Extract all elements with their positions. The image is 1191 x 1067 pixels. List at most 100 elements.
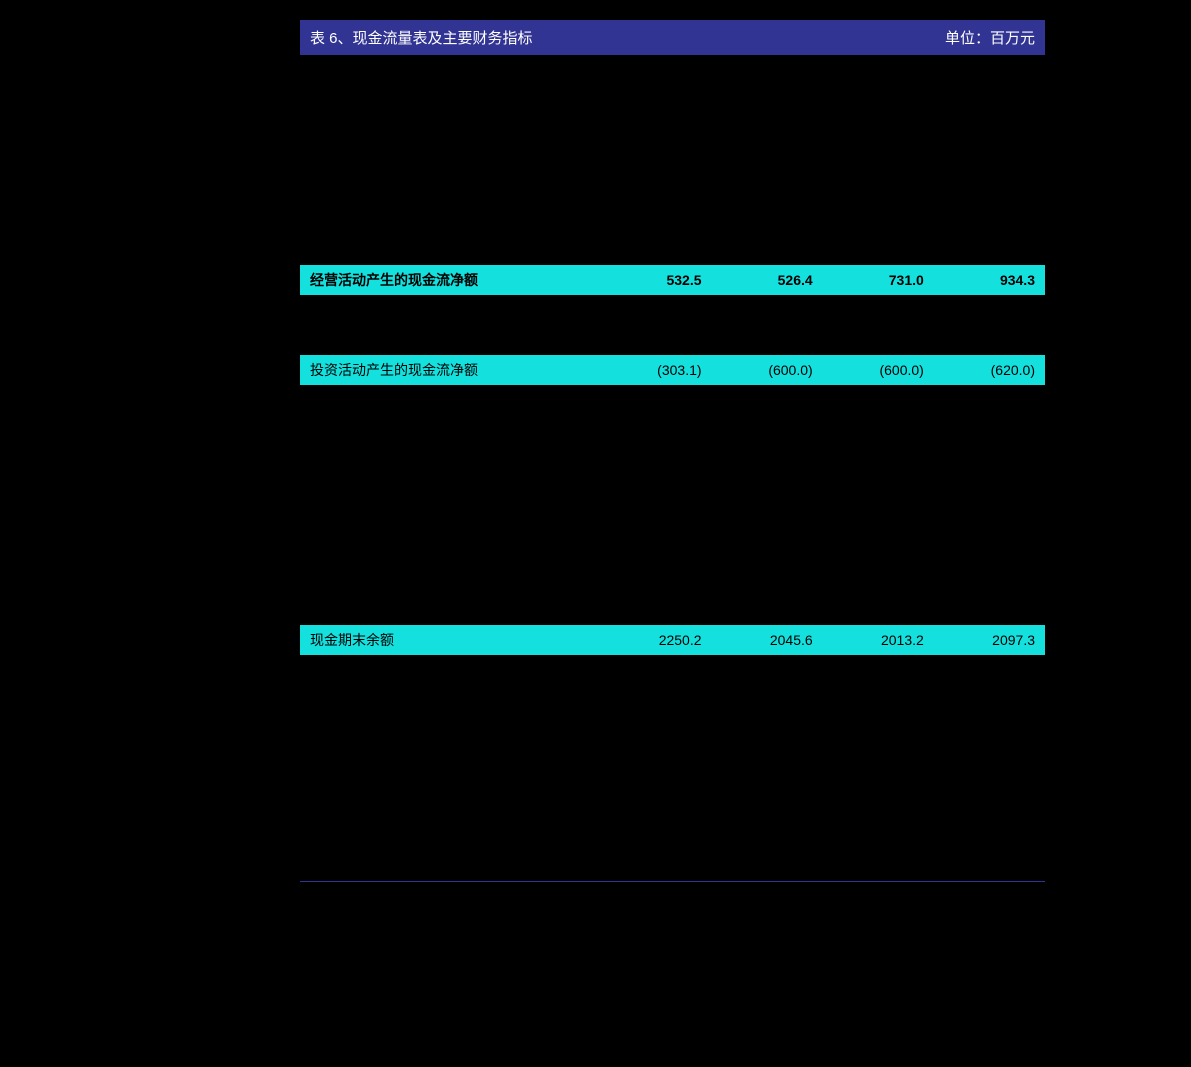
cashflow-table: 表 6、现金流量表及主要财务指标 单位：百万元 会计年度 2016 2017E … — [300, 20, 1045, 861]
metrics-row: 经营活动产生的现金流量净额/收入16.714.416.818.1 — [300, 713, 1045, 743]
row-value: 526.4 — [712, 265, 823, 295]
metrics-label: EBITDA/营业收入 — [300, 743, 600, 773]
row-value: 0.0 — [712, 445, 823, 475]
table-row: 资本支出(638.0)(600.0)(600.0)(620.0) — [300, 295, 1045, 325]
row-value: 2250.6 — [712, 595, 823, 625]
row-value: 55.9 — [600, 475, 711, 505]
metrics-header-y3: 2018E — [823, 683, 934, 713]
row-value: (5.0) — [712, 175, 823, 205]
row-label: 长期借款 — [300, 415, 600, 445]
row-label: 长期投资 — [300, 325, 600, 355]
row-value: 0.0 — [823, 325, 934, 355]
metrics-value: 13.8 — [823, 773, 934, 803]
metrics-value: 16.7 — [600, 713, 711, 743]
row-value: 2250.2 — [600, 625, 711, 655]
row-value: 257.0 — [600, 85, 711, 115]
row-value: (600.0) — [823, 355, 934, 385]
row-value: 10.2 — [934, 145, 1045, 175]
row-value: (153.6) — [823, 505, 934, 535]
row-value: 0.0 — [823, 445, 934, 475]
row-value: 252.8 — [934, 115, 1045, 145]
table-row: 现金股利(98.8)(121.2)(153.6)(219.9) — [300, 505, 1045, 535]
row-value: 532.5 — [600, 265, 711, 295]
metrics-value: 22.9 — [712, 743, 823, 773]
row-value: 2013.2 — [823, 625, 934, 655]
col-header-label: 会计年度 — [300, 55, 600, 85]
table-title-right: 单位：百万元 — [712, 20, 1045, 55]
row-value: 7.3 — [600, 145, 711, 175]
row-label: 营运资金变动 — [300, 205, 600, 235]
metrics-row: EBITDA/营业收入20.522.923.824.0 — [300, 743, 1045, 773]
table-row: 现金期末余额2250.22045.62013.22097.3 — [300, 625, 1045, 655]
row-label: 筹资活动产生的现金流净额 — [300, 535, 600, 565]
table-row: 折旧摊销98.6134.9191.0252.8 — [300, 115, 1045, 145]
row-value: 731.0 — [823, 265, 934, 295]
row-value: 0.0 — [712, 475, 823, 505]
row-value: (219.9) — [934, 505, 1045, 535]
row-value: (13.6) — [600, 175, 711, 205]
row-value: 478.5 — [823, 85, 934, 115]
row-value: (32.8) — [823, 565, 934, 595]
table-row: 资本公积增加55.90.00.00.0 — [300, 475, 1045, 505]
row-value: 497.7 — [934, 235, 1045, 265]
row-value: 0.0 — [934, 325, 1045, 355]
row-value: 2013.2 — [934, 595, 1045, 625]
row-value: 2.5 — [600, 445, 711, 475]
row-value: 0.0 — [600, 415, 711, 445]
metrics-header-y1: 2016 — [600, 683, 711, 713]
col-header-y4: 2019E — [934, 55, 1045, 85]
row-label: 净利润 — [300, 85, 600, 115]
row-value: 98.6 — [600, 115, 711, 145]
row-value: 57.7 — [600, 535, 711, 565]
metrics-value: 18.1 — [934, 713, 1045, 743]
footer-row: 资料来源：WIND、华西证券 — [300, 831, 1045, 861]
row-value: 422.2 — [823, 235, 934, 265]
metrics-header-y2: 2017E — [712, 683, 823, 713]
row-value: (638.0) — [600, 295, 711, 325]
row-value: 89.3 — [934, 205, 1045, 235]
row-value: 0.0 — [712, 415, 823, 445]
row-value: 71.8 — [600, 235, 711, 265]
metrics-header-label: 主要财务指标 — [300, 683, 600, 713]
row-value: (303.1) — [600, 355, 711, 385]
table-row: 短期借款118.00.00.00.0 — [300, 385, 1045, 415]
row-label: 资本支出 — [300, 295, 600, 325]
table-row: 现金期初余额1960.02250.62045.62013.2 — [300, 595, 1045, 625]
table-row: 现金净变动290.3(205.0)(32.8)84.2 — [300, 565, 1045, 595]
row-label: 资本公积增加 — [300, 475, 600, 505]
cashflow-table-container: 表 6、现金流量表及主要财务指标 单位：百万元 会计年度 2016 2017E … — [300, 20, 1045, 882]
table-title-row: 表 6、现金流量表及主要财务指标 单位：百万元 — [300, 20, 1045, 55]
row-value: 134.9 — [712, 115, 823, 145]
row-value: 334.9 — [600, 325, 711, 355]
row-value: (620.0) — [934, 355, 1045, 385]
table-row: 经营活动产生的现金流净额532.5526.4731.0934.3 — [300, 265, 1045, 295]
table-row: 长期借款0.00.00.00.0 — [300, 415, 1045, 445]
metrics-header-row: 主要财务指标 2016 2017E 2018E 2019E — [300, 683, 1045, 713]
row-value: 358.5 — [712, 85, 823, 115]
row-value: 56.3 — [823, 205, 934, 235]
row-label: 其他经营现金流 — [300, 235, 600, 265]
metrics-value: 12.0 — [934, 773, 1045, 803]
row-label: 财务费用 — [300, 145, 600, 175]
row-value: 934.3 — [934, 265, 1045, 295]
column-header-row: 会计年度 2016 2017E 2018E 2019E — [300, 55, 1045, 85]
row-value: 0.0 — [823, 385, 934, 415]
row-value: 0.0 — [712, 325, 823, 355]
row-value: 1960.0 — [600, 595, 711, 625]
row-value: 330.7 — [712, 235, 823, 265]
table-row: 其他经营现金流71.8330.7422.2497.7 — [300, 235, 1045, 265]
table-row: 普通股增加2.50.00.00.0 — [300, 445, 1045, 475]
table-row: 净利润257.0358.5478.5587.0 — [300, 85, 1045, 115]
table-row: 营运资金变动184.227.856.389.3 — [300, 205, 1045, 235]
footer-divider — [300, 881, 1045, 882]
row-value: 0.0 — [934, 475, 1045, 505]
row-value: 587.0 — [934, 85, 1045, 115]
row-label: 现金期初余额 — [300, 595, 600, 625]
row-value: (620.0) — [934, 295, 1045, 325]
row-label: 投资活动产生的现金流净额 — [300, 355, 600, 385]
row-value: 2045.6 — [712, 625, 823, 655]
col-header-y3: 2018E — [823, 55, 934, 85]
col-header-y1: 2016 — [600, 55, 711, 85]
col-header-y2: 2017E — [712, 55, 823, 85]
row-value: 184.2 — [600, 205, 711, 235]
